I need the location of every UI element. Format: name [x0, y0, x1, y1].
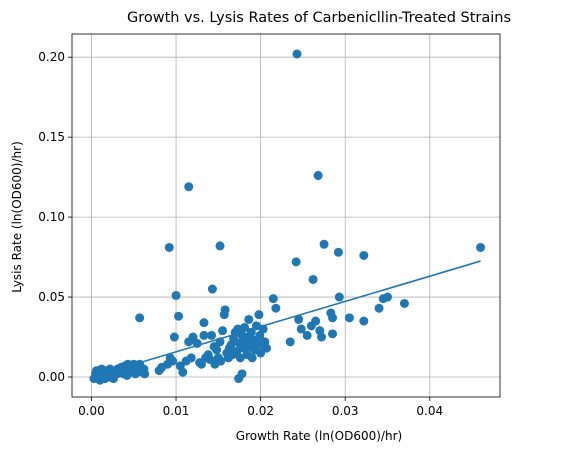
x-tick-label: 0.02	[247, 404, 274, 418]
data-point	[178, 367, 188, 377]
data-point	[216, 356, 226, 366]
data-point	[199, 330, 209, 340]
data-point	[311, 316, 321, 326]
data-point	[258, 324, 268, 334]
y-tick-label: 0.20	[38, 50, 65, 64]
chart-title: Growth vs. Lysis Rates of Carbenicllin-T…	[127, 10, 511, 26]
data-point	[319, 239, 329, 249]
data-point	[313, 171, 323, 181]
data-point	[247, 353, 257, 363]
fit-line-layer	[91, 260, 481, 378]
fit-line	[91, 260, 481, 378]
data-point	[268, 294, 278, 304]
x-axis: 0.00 0.01 0.02 0.03 0.04	[78, 397, 443, 418]
data-point	[212, 345, 222, 355]
data-point	[199, 318, 209, 328]
data-point	[383, 292, 393, 302]
data-point	[168, 356, 178, 366]
y-tick-label: 0.00	[38, 370, 65, 384]
data-point	[237, 369, 247, 379]
data-point	[196, 359, 206, 369]
data-point	[302, 330, 312, 340]
data-point	[220, 305, 230, 315]
data-point	[399, 298, 409, 308]
data-point	[292, 49, 302, 59]
data-point	[291, 257, 301, 267]
data-point	[246, 327, 256, 337]
data-point	[215, 337, 225, 347]
data-point	[184, 182, 194, 192]
data-point	[164, 242, 174, 252]
y-tick-label: 0.10	[38, 210, 65, 224]
data-point	[169, 332, 179, 342]
data-point	[262, 343, 272, 353]
data-point	[233, 324, 243, 334]
data-point	[308, 274, 318, 284]
data-point	[235, 353, 245, 363]
plot-area-frame	[71, 33, 501, 398]
data-point	[294, 314, 304, 324]
x-tick-label: 0.03	[332, 404, 359, 418]
points-layer	[89, 49, 486, 385]
x-tick-label: 0.00	[78, 404, 105, 418]
x-axis-label: Growth Rate (ln(OD600)/hr)	[236, 429, 402, 443]
data-point	[244, 314, 254, 324]
data-point	[374, 303, 384, 313]
data-point	[135, 313, 145, 323]
data-point	[140, 369, 150, 379]
data-point	[333, 247, 343, 257]
data-point	[186, 353, 196, 363]
data-point	[192, 338, 202, 348]
data-point	[207, 284, 217, 294]
data-point	[171, 290, 181, 300]
data-point	[317, 332, 327, 342]
data-point	[218, 326, 228, 336]
data-point	[188, 332, 198, 342]
data-point	[271, 303, 281, 313]
data-point	[240, 322, 250, 332]
data-point	[215, 241, 225, 251]
y-tick-label: 0.15	[38, 130, 65, 144]
data-point	[328, 329, 338, 339]
y-axis: 0.00 0.05 0.10 0.15 0.20	[38, 50, 72, 384]
x-tick-label: 0.04	[416, 404, 443, 418]
data-point	[296, 324, 306, 334]
data-point	[334, 292, 344, 302]
y-tick-label: 0.05	[38, 290, 65, 304]
data-point	[174, 311, 184, 321]
data-point	[328, 313, 338, 323]
y-axis-label: Lysis Rate (ln(OD600)/hr)	[10, 141, 24, 293]
data-point	[476, 242, 486, 252]
data-point	[254, 310, 264, 320]
data-point	[207, 330, 217, 340]
data-point	[359, 250, 369, 260]
data-point	[285, 337, 295, 347]
data-point	[251, 321, 261, 331]
x-tick-label: 0.01	[163, 404, 190, 418]
data-point	[359, 316, 369, 326]
data-point	[344, 313, 354, 323]
